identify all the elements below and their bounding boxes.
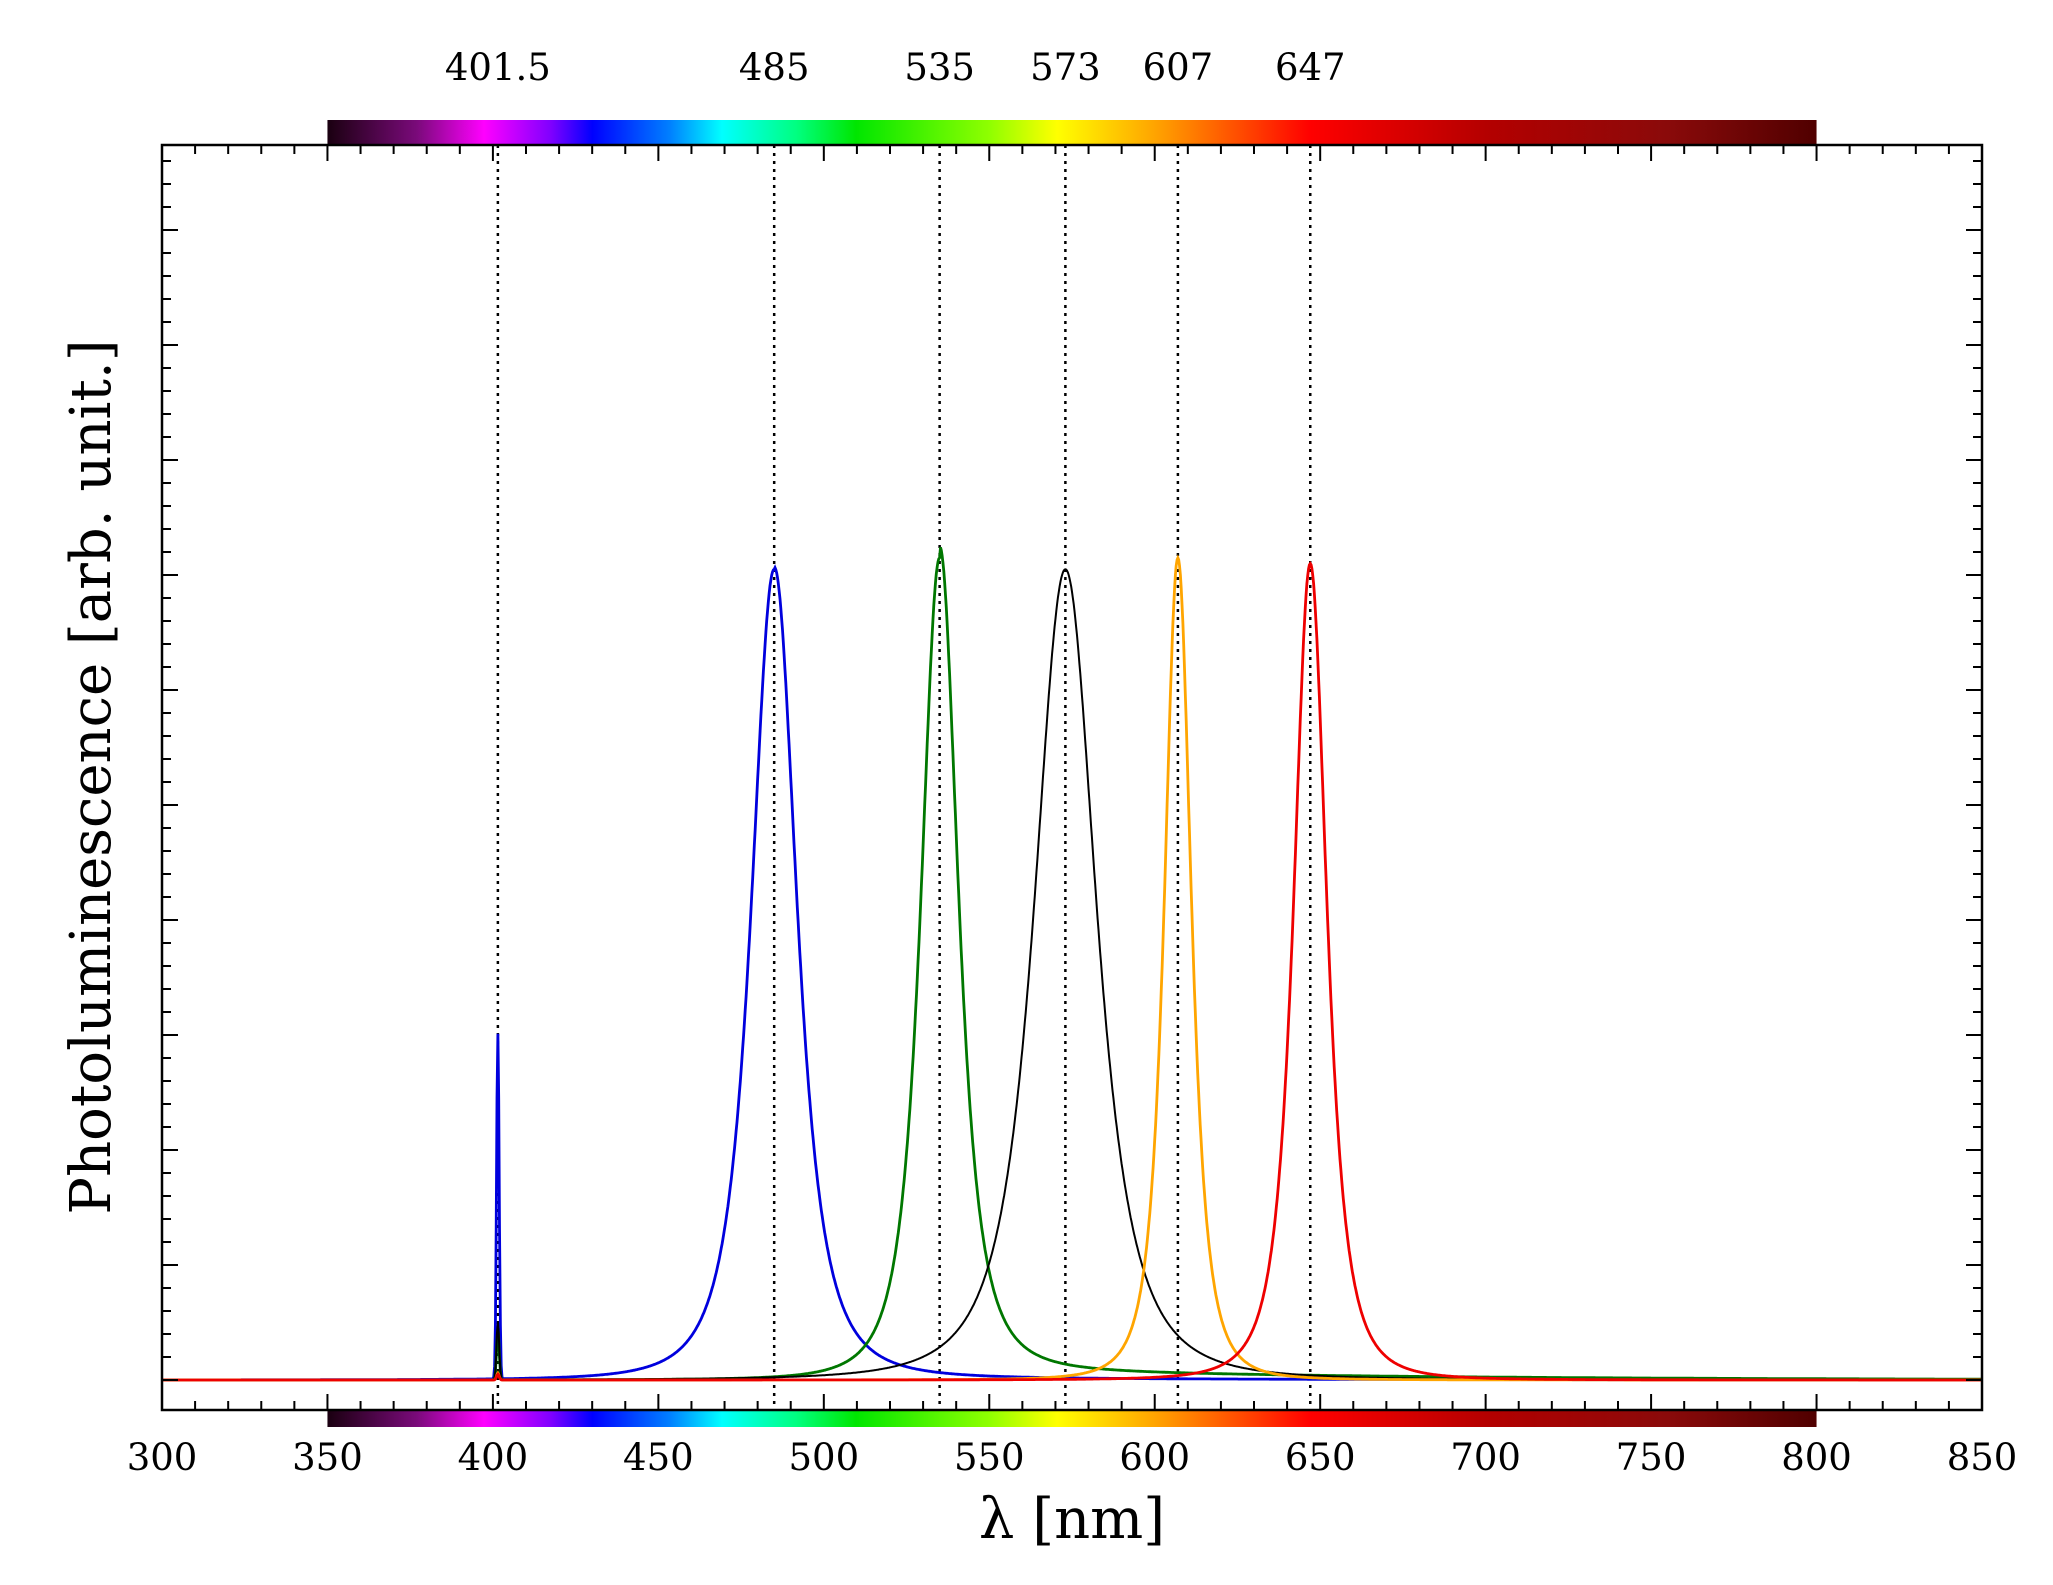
peak-label: 647 xyxy=(1275,46,1346,89)
x-tick-label: 400 xyxy=(458,1436,529,1479)
spectrum-bar-top xyxy=(327,120,1817,145)
x-tick-label: 600 xyxy=(1119,1436,1190,1479)
spectrum-bar-bottom xyxy=(327,1410,1817,1427)
peak-label: 485 xyxy=(739,46,810,89)
series-line xyxy=(162,560,1982,1382)
axis-ticks xyxy=(161,145,1983,1410)
x-tick-label: 500 xyxy=(789,1436,860,1479)
x-tick-label: 300 xyxy=(127,1436,198,1479)
series-line xyxy=(162,546,1982,1382)
x-axis-title: λ [nm] xyxy=(979,1487,1165,1552)
peak-label: 607 xyxy=(1143,46,1214,89)
plot-frame xyxy=(160,143,1984,1412)
x-tick-label: 700 xyxy=(1450,1436,1521,1479)
x-tick-label: 750 xyxy=(1616,1436,1687,1479)
x-tick-label: 650 xyxy=(1285,1436,1356,1479)
x-tick-label: 450 xyxy=(623,1436,694,1479)
series-line xyxy=(162,564,1982,1382)
series-line xyxy=(162,568,1982,1381)
x-tick-labels: 300 350 400 450 500 550 600 650 700 750 800 850 xyxy=(127,1436,2018,1479)
peak-label: 401.5 xyxy=(445,46,551,89)
x-tick-label: 550 xyxy=(954,1436,1025,1479)
x-tick-label: 850 xyxy=(1947,1436,2018,1479)
series-lines xyxy=(162,546,1982,1382)
peak-marker-lines xyxy=(496,145,1312,1410)
series-line xyxy=(162,554,1982,1382)
peak-label: 535 xyxy=(904,46,975,89)
y-axis-title: Photoluminescence [arb. unit.] xyxy=(59,339,124,1214)
x-tick-label: 800 xyxy=(1781,1436,1852,1479)
x-tick-label: 350 xyxy=(292,1436,363,1479)
peak-label: 573 xyxy=(1030,46,1101,89)
peak-labels: 401.5 485 535 573 607 647 xyxy=(445,46,1346,89)
